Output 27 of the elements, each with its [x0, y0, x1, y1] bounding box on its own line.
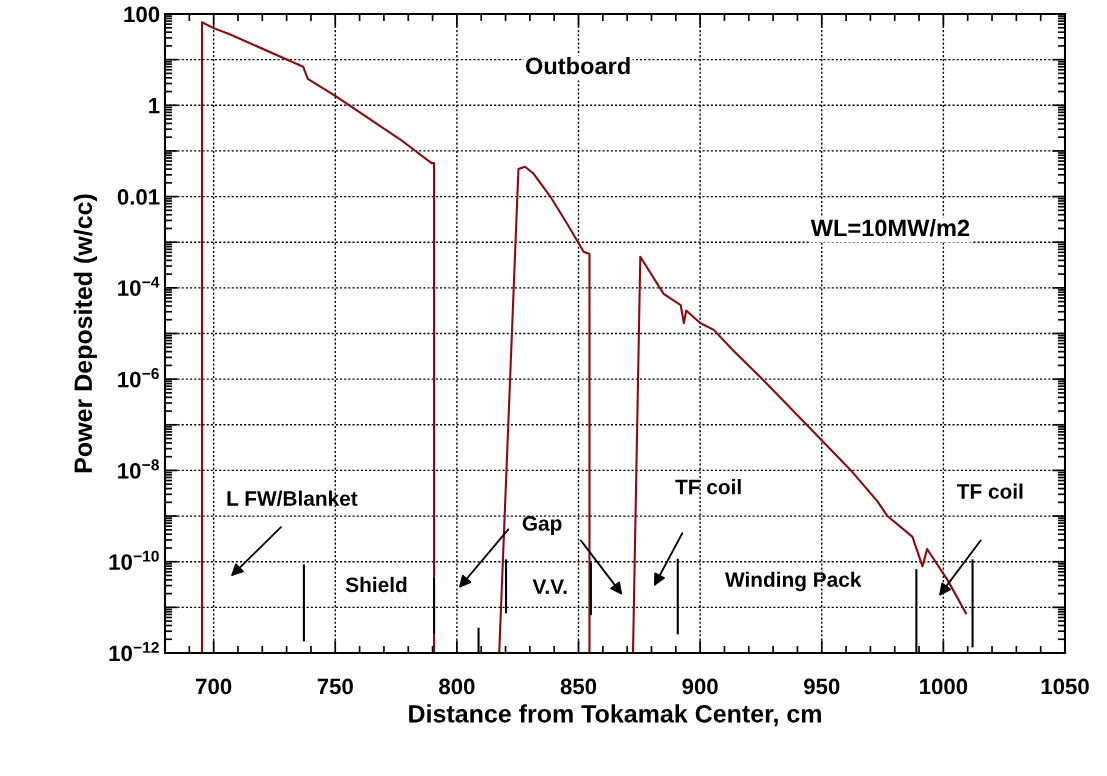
- y-axis-title: Power Deposited (w/cc): [73, 194, 98, 473]
- y-tick-label: 10$^{−12}$: [109, 641, 159, 662]
- annotation: Shield: [345, 576, 407, 593]
- y-tick-label: 1: [149, 98, 160, 114]
- x-tick-label: 750: [317, 678, 353, 695]
- x-tick-label: 1000: [920, 678, 968, 695]
- annotation: Winding Pack: [725, 571, 862, 592]
- annotation: L FW/Blanket: [227, 490, 358, 507]
- x-tick-label: 950: [803, 678, 840, 695]
- y-tick-label: 10$^{−8}$: [118, 459, 159, 479]
- annotation: V.V.: [532, 579, 567, 594]
- annotation: WL=10MW/m2: [810, 218, 970, 237]
- x-tick-label: 800: [439, 678, 475, 695]
- x-tick-label: 1050: [1041, 678, 1089, 695]
- x-axis-title: Distance from Tokamak Center, cm: [409, 704, 821, 727]
- y-tick-label: 100: [124, 6, 160, 23]
- y-tick-label: 10$^{−4}$: [118, 276, 160, 296]
- x-tick-label: 700: [196, 678, 232, 695]
- annotation: Outboard: [525, 56, 630, 75]
- y-tick-label: 10$^{−10}$: [109, 550, 159, 570]
- x-tick-label: 850: [560, 678, 597, 695]
- x-tick-label: 900: [682, 678, 718, 695]
- annotation: TF coil: [956, 483, 1023, 499]
- y-tick-label: 10$^{−6}$: [118, 368, 159, 388]
- annotation: TF coil: [675, 479, 741, 495]
- y-tick-label: 0.01: [117, 189, 160, 205]
- annotation: Gap: [522, 516, 562, 535]
